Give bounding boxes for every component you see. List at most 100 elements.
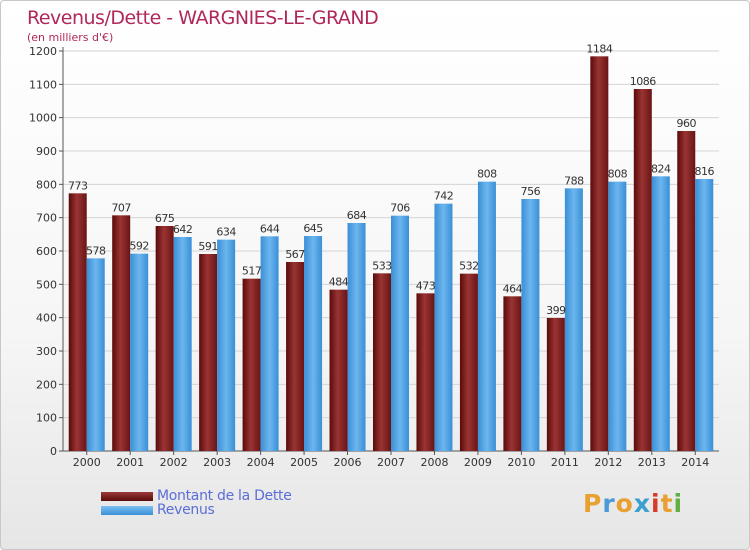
y-tick-label: 1100 [29, 78, 57, 91]
data-label-revenus: 684 [347, 209, 367, 222]
x-tick-label: 2009 [464, 456, 492, 469]
y-tick-label: 500 [36, 278, 57, 291]
logo-letter: o [615, 489, 634, 518]
data-label-revenus: 756 [521, 185, 541, 198]
x-tick-label: 2005 [290, 456, 318, 469]
data-label-revenus: 578 [86, 244, 106, 257]
y-tick-label: 400 [36, 312, 57, 325]
y-tick-label: 1000 [29, 112, 57, 125]
bar-revenus [130, 253, 149, 451]
bar-revenus [608, 181, 627, 451]
y-tick-label: 900 [36, 145, 57, 158]
bar-revenus [651, 176, 670, 452]
data-label-revenus: 645 [303, 222, 323, 235]
bar-dette [329, 289, 348, 451]
data-label-dette: 484 [329, 276, 349, 289]
data-label-dette: 567 [285, 248, 305, 261]
data-label-dette: 517 [242, 265, 262, 278]
data-label-revenus: 634 [216, 226, 236, 239]
legend-swatch-dette [101, 491, 153, 501]
bar-revenus [477, 181, 496, 451]
data-label-dette: 533 [372, 259, 392, 272]
y-tick-label: 700 [36, 212, 57, 225]
data-label-revenus: 706 [390, 202, 410, 215]
x-tick-label: 2011 [551, 456, 579, 469]
bar-revenus [217, 239, 236, 451]
logo-letter: r [602, 489, 616, 518]
legend-item-revenus: Revenus [101, 502, 215, 518]
legend-label-dette: Montant de la Dette [157, 488, 292, 504]
bar-revenus [173, 237, 192, 451]
data-label-dette: 773 [68, 179, 88, 192]
data-label-dette: 464 [503, 282, 523, 295]
bar-dette [416, 293, 435, 451]
bar-dette [633, 89, 652, 451]
bar-revenus [434, 203, 453, 451]
data-label-dette: 473 [416, 279, 436, 292]
y-tick-label: 100 [36, 412, 57, 425]
x-tick-label: 2003 [203, 456, 231, 469]
chart-title: Revenus/Dette - WARGNIES-LE-GRAND [27, 7, 379, 29]
y-tick-label: 300 [36, 345, 57, 358]
legend-swatch-revenus [101, 505, 153, 515]
data-label-dette: 591 [198, 240, 218, 253]
x-tick-label: 2004 [247, 456, 275, 469]
legend-label-revenus: Revenus [157, 502, 215, 518]
bar-revenus [695, 179, 714, 451]
bar-revenus [304, 236, 323, 451]
data-label-revenus: 642 [173, 223, 193, 236]
y-tick-label: 800 [36, 178, 57, 191]
data-label-revenus: 644 [260, 222, 280, 235]
data-label-dette: 399 [546, 304, 566, 317]
y-tick-label: 600 [36, 245, 57, 258]
bar-dette [373, 273, 391, 451]
data-label-revenus: 592 [129, 240, 149, 253]
bar-dette [199, 254, 218, 451]
data-label-revenus: 808 [477, 168, 497, 181]
y-tick-label: 200 [36, 378, 57, 391]
data-label-dette: 707 [111, 201, 131, 214]
bar-dette [459, 273, 478, 451]
data-label-revenus: 788 [564, 174, 584, 187]
data-label-revenus: 816 [695, 165, 715, 178]
logo-letter: x [633, 489, 651, 518]
data-label-dette: 675 [155, 212, 175, 225]
x-tick-label: 2002 [160, 456, 188, 469]
logo-letter: t [660, 489, 674, 518]
x-tick-label: 2013 [638, 456, 666, 469]
bar-dette [590, 56, 609, 451]
logo-letter: P [583, 489, 603, 518]
x-tick-label: 2006 [334, 456, 362, 469]
bar-dette [677, 131, 696, 451]
bar-dette [286, 262, 305, 451]
bar-dette [503, 296, 522, 451]
bar-revenus [86, 258, 105, 451]
x-tick-label: 2001 [116, 456, 144, 469]
bar-revenus [260, 236, 279, 451]
data-label-revenus: 742 [434, 190, 454, 203]
bar-revenus [564, 188, 583, 452]
x-tick-label: 2014 [681, 456, 709, 469]
bar-revenus [391, 215, 409, 451]
legend-item-dette: Montant de la Dette [101, 488, 292, 504]
y-tick-label: 0 [50, 445, 57, 458]
data-label-dette: 1086 [630, 75, 656, 88]
bar-dette [112, 215, 131, 451]
bar-dette [546, 318, 565, 451]
bar-revenus [521, 199, 540, 451]
x-tick-label: 2000 [73, 456, 101, 469]
x-tick-label: 2007 [377, 456, 405, 469]
bar-dette [242, 278, 261, 451]
proxiti-logo: Proxiti [583, 489, 683, 518]
data-label-dette: 960 [677, 117, 697, 130]
data-label-dette: 1184 [586, 42, 612, 55]
bar-dette [68, 193, 87, 452]
bar-revenus [347, 223, 366, 451]
x-tick-label: 2008 [420, 456, 448, 469]
logo-letter: i [651, 489, 661, 518]
x-tick-label: 2012 [594, 456, 622, 469]
data-label-revenus: 824 [651, 162, 671, 175]
bar-dette [155, 226, 174, 451]
